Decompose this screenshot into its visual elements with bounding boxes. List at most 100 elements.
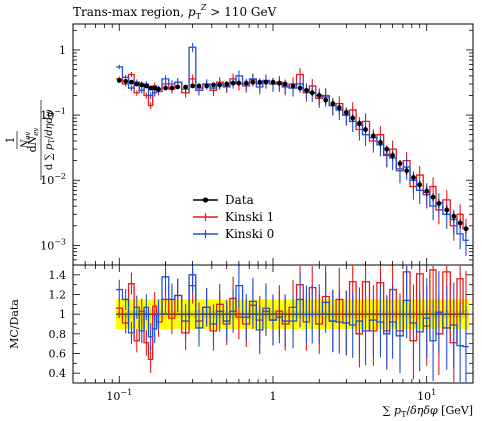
data-point (397, 161, 403, 167)
data-point (196, 83, 202, 89)
data-point (250, 79, 256, 85)
data-point (336, 105, 342, 111)
legend-label: Data (225, 193, 254, 207)
data-point (451, 213, 457, 219)
x-tick-label: 101 (417, 388, 436, 403)
data-point (290, 83, 296, 89)
data-point (363, 127, 368, 132)
data-point (190, 83, 196, 89)
data-point (156, 86, 161, 92)
main-plot-panel: 10−310−210−11 (40, 23, 474, 266)
legend-marker (202, 197, 209, 203)
plot-title: Trans-max region, pTZ > 110 GeV (73, 3, 277, 21)
data-point (444, 207, 450, 213)
data-point (411, 175, 416, 180)
svg-text:1: 1 (4, 137, 17, 144)
data-point (123, 78, 129, 84)
main-axis-ticks: 10−310−210−11 (40, 24, 474, 266)
legend-item: Kinski 1 (193, 210, 274, 224)
ratio-y-tick-label: 1 (59, 308, 66, 321)
data-point (330, 101, 336, 107)
ratio-y-tick-label: 1.4 (49, 269, 67, 282)
data-point (424, 188, 430, 194)
data-point (148, 85, 154, 91)
data-point (139, 82, 145, 88)
data-point (350, 115, 356, 121)
data-point (263, 79, 269, 85)
ratio-series-layer (116, 266, 469, 382)
legend-label: Kinski 1 (225, 210, 274, 224)
data-point (143, 83, 149, 89)
data-point (323, 97, 329, 103)
data-point (343, 109, 349, 115)
data-point (270, 79, 276, 85)
title-suffix: > 110 GeV (206, 5, 276, 19)
data-point (152, 85, 158, 91)
x-axis-label: ∑ pT/δηδφ [GeV] (383, 404, 473, 419)
kinski0-main-series (116, 42, 469, 256)
data-point (116, 78, 122, 83)
main-series-layer (116, 42, 469, 256)
data-point (371, 133, 376, 139)
data-point (357, 120, 362, 126)
data-point (463, 226, 469, 232)
data-point (183, 84, 188, 90)
x-tick-label: 10−1 (106, 388, 132, 403)
data-point (378, 140, 383, 145)
ratio-y-tick-label: 1.2 (49, 289, 67, 302)
data-point (236, 80, 242, 86)
data-point (204, 83, 210, 89)
data-point (384, 146, 390, 152)
legend-item: Data (193, 193, 254, 207)
data-point (257, 79, 263, 85)
data-point (211, 82, 216, 88)
ratio-y-tick-label: 0.4 (49, 367, 67, 380)
kinski1-main-step-line (116, 73, 469, 230)
svg-text:dNev: dNev (26, 128, 40, 153)
svg-text:Nev: Nev (20, 132, 32, 150)
data-point (230, 80, 236, 86)
data-point (316, 93, 322, 98)
main-y-axis-label: 1 Nev dNev d ∑ pT/dηdφ (4, 100, 56, 180)
data-point (390, 153, 396, 158)
data-point (436, 201, 442, 206)
x-axis-unit: [GeV] (441, 404, 473, 417)
data-point (282, 81, 288, 87)
legend-item: Kinski 0 (193, 227, 274, 241)
data-point (417, 182, 423, 188)
data-series (116, 78, 469, 234)
legend: Data Kinski 1 Kinski 0 (193, 193, 274, 241)
data-point (134, 81, 140, 87)
data-point (276, 80, 282, 86)
ratio-y-axis-label: MC/Data (8, 299, 21, 349)
kinski0-ratio-step-line (116, 274, 469, 348)
main-y-tick-label: 1 (59, 44, 66, 57)
data-point (404, 168, 410, 174)
svg-text:d ∑ pT/dηdφ: d ∑ pT/dηdφ (44, 110, 56, 170)
data-point (309, 90, 315, 96)
kinski0-ratio-series (116, 266, 469, 382)
main-y-tick-label: 10−2 (40, 172, 66, 187)
data-point (129, 79, 134, 85)
data-point (163, 85, 168, 91)
data-point (169, 85, 175, 91)
ratio-y-tick-label: 0.8 (49, 328, 67, 341)
main-y-tick-label: 10−3 (40, 237, 66, 252)
data-point (304, 87, 309, 93)
data-point (224, 81, 230, 87)
ratio-axis-ticks: 0.4 0.6 0.8 1 1.2 1.4 (49, 264, 474, 384)
data-point (430, 194, 436, 200)
ratio-plot-panel: 0.4 0.6 0.8 1 1.2 1.4 (49, 264, 474, 384)
kinski0-main-step-line (116, 46, 469, 241)
data-point (243, 80, 249, 86)
data-point (175, 84, 181, 90)
data-point (217, 82, 223, 88)
title-prefix: Trans-max region, (73, 5, 188, 19)
kinski1-main-series (116, 67, 469, 245)
x-tick-label: 1 (270, 390, 277, 403)
data-point (457, 220, 463, 226)
data-point (297, 85, 303, 91)
ratio-y-tick-label: 0.6 (49, 348, 67, 361)
legend-label: Kinski 0 (225, 227, 274, 241)
